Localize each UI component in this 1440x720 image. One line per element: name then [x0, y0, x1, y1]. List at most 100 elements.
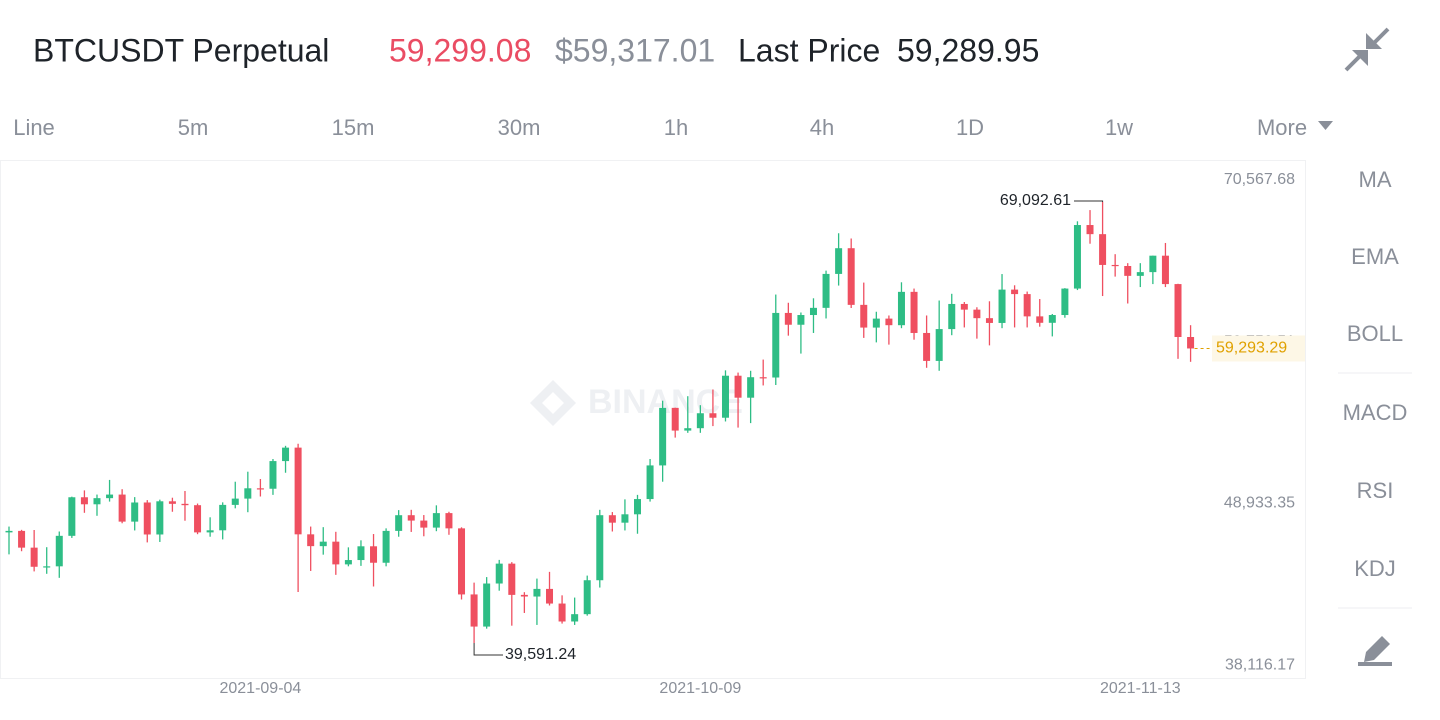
high-marker-line: [1074, 200, 1104, 202]
candle-body: [696, 413, 704, 429]
candle-body: [797, 315, 805, 325]
indicator-button[interactable]: MACD: [1343, 400, 1408, 425]
last-price: 59,289.95: [897, 32, 1039, 68]
chart-frame: [0, 160, 1306, 679]
indicator-button[interactable]: BOLL: [1347, 321, 1403, 346]
candle-body: [382, 530, 390, 563]
indicator-button[interactable]: RSI: [1357, 478, 1394, 503]
candle-body: [269, 461, 277, 489]
interval-tab[interactable]: 1D: [956, 115, 984, 140]
candle-body: [445, 513, 453, 529]
last-price-label: Last Price: [738, 32, 880, 68]
interval-tab[interactable]: 5m: [178, 115, 209, 140]
candle-body: [1023, 294, 1031, 317]
candle-body: [583, 580, 591, 615]
candle-body: [231, 498, 239, 505]
candle-body: [1136, 272, 1144, 276]
candle-body: [659, 407, 667, 466]
candle-body: [1073, 225, 1081, 289]
collapse-icon[interactable]: [1344, 27, 1390, 72]
candle-body: [847, 248, 855, 305]
candle-body: [910, 291, 918, 333]
indicator-button[interactable]: EMA: [1351, 244, 1399, 269]
candle-body: [206, 530, 214, 533]
candle-body: [747, 377, 755, 398]
candle-body: [1111, 264, 1119, 267]
draw-icon[interactable]: [1358, 636, 1392, 666]
candle-body: [885, 318, 893, 326]
interval-tab[interactable]: More: [1257, 115, 1307, 140]
interval-tabs: Line 5m 15m 30m 1h 4h 1D 1w More: [13, 115, 1307, 140]
y-tick-label: 70,567.68: [1224, 171, 1295, 188]
candle-body: [1149, 255, 1157, 273]
candle-body: [219, 504, 227, 531]
last-price-box: [1212, 335, 1305, 362]
interval-tab[interactable]: 1h: [664, 115, 688, 140]
candle-body: [495, 563, 503, 584]
candle-body: [68, 497, 76, 536]
low-marker-label: 39,591.24: [505, 646, 576, 663]
candle-body: [131, 502, 139, 522]
candle-body: [1124, 265, 1132, 276]
candle-body: [923, 332, 931, 361]
candle-body: [55, 535, 63, 567]
candle-body: [546, 588, 554, 604]
candle-body: [458, 528, 466, 595]
candle-body: [420, 520, 428, 528]
candle-body: [344, 560, 352, 565]
candle-body: [1086, 225, 1094, 235]
indicator-button[interactable]: MA: [1359, 167, 1392, 192]
candle-body: [30, 547, 38, 567]
interval-tab[interactable]: 15m: [332, 115, 375, 140]
x-tick-label: 2021-10-09: [659, 680, 741, 697]
candle-body: [835, 248, 843, 274]
candle-body: [307, 534, 315, 547]
high-marker-label: 69,092.61: [1000, 192, 1071, 209]
candle-body: [721, 375, 729, 418]
candle-body: [156, 501, 164, 535]
symbol: BTCUSDT Perpetual: [33, 32, 329, 68]
candle-body: [809, 307, 817, 316]
y-tick-label: 38,116.17: [1225, 656, 1295, 673]
candle-body: [634, 499, 641, 515]
candle-body: [860, 304, 868, 328]
candle-body: [596, 515, 604, 581]
candle-body: [194, 505, 202, 533]
candle-body: [621, 514, 629, 523]
candle-body: [168, 501, 176, 504]
candle-body: [370, 546, 378, 563]
candle-body: [646, 465, 654, 500]
candle-body: [1099, 234, 1107, 265]
candle-body: [1048, 315, 1056, 323]
candle-body: [294, 447, 302, 535]
interval-tab[interactable]: 4h: [810, 115, 834, 140]
indicator-button[interactable]: KDJ: [1354, 556, 1396, 581]
candle-body: [784, 312, 792, 325]
candle-body: [1036, 316, 1044, 323]
interval-tab[interactable]: Line: [13, 115, 55, 140]
candle-body: [18, 530, 26, 548]
candle-body: [181, 503, 189, 506]
candle-body: [143, 502, 151, 535]
candle-body: [332, 541, 340, 565]
candle-body: [973, 309, 981, 319]
candle-body: [671, 407, 679, 431]
candle-body: [43, 566, 51, 568]
candle-body: [508, 563, 516, 595]
candle-body: [897, 291, 905, 326]
candle-body: [244, 488, 252, 499]
candle-body: [407, 515, 415, 521]
candle-body: [985, 318, 993, 323]
interval-tab[interactable]: 1w: [1105, 115, 1133, 140]
y-tick-label: 48,933.35: [1224, 495, 1295, 512]
candle-body: [470, 594, 478, 627]
candle-body: [533, 588, 541, 597]
price: 59,299.08: [389, 32, 531, 68]
interval-tab[interactable]: 30m: [498, 115, 541, 140]
candle-body: [80, 497, 88, 505]
indicator-panel: MA EMA BOLL MACD RSI KDJ: [1338, 167, 1412, 666]
mark-price: $59,317.01: [555, 32, 715, 68]
candle-body: [118, 494, 126, 522]
candle-body: [1161, 255, 1169, 285]
